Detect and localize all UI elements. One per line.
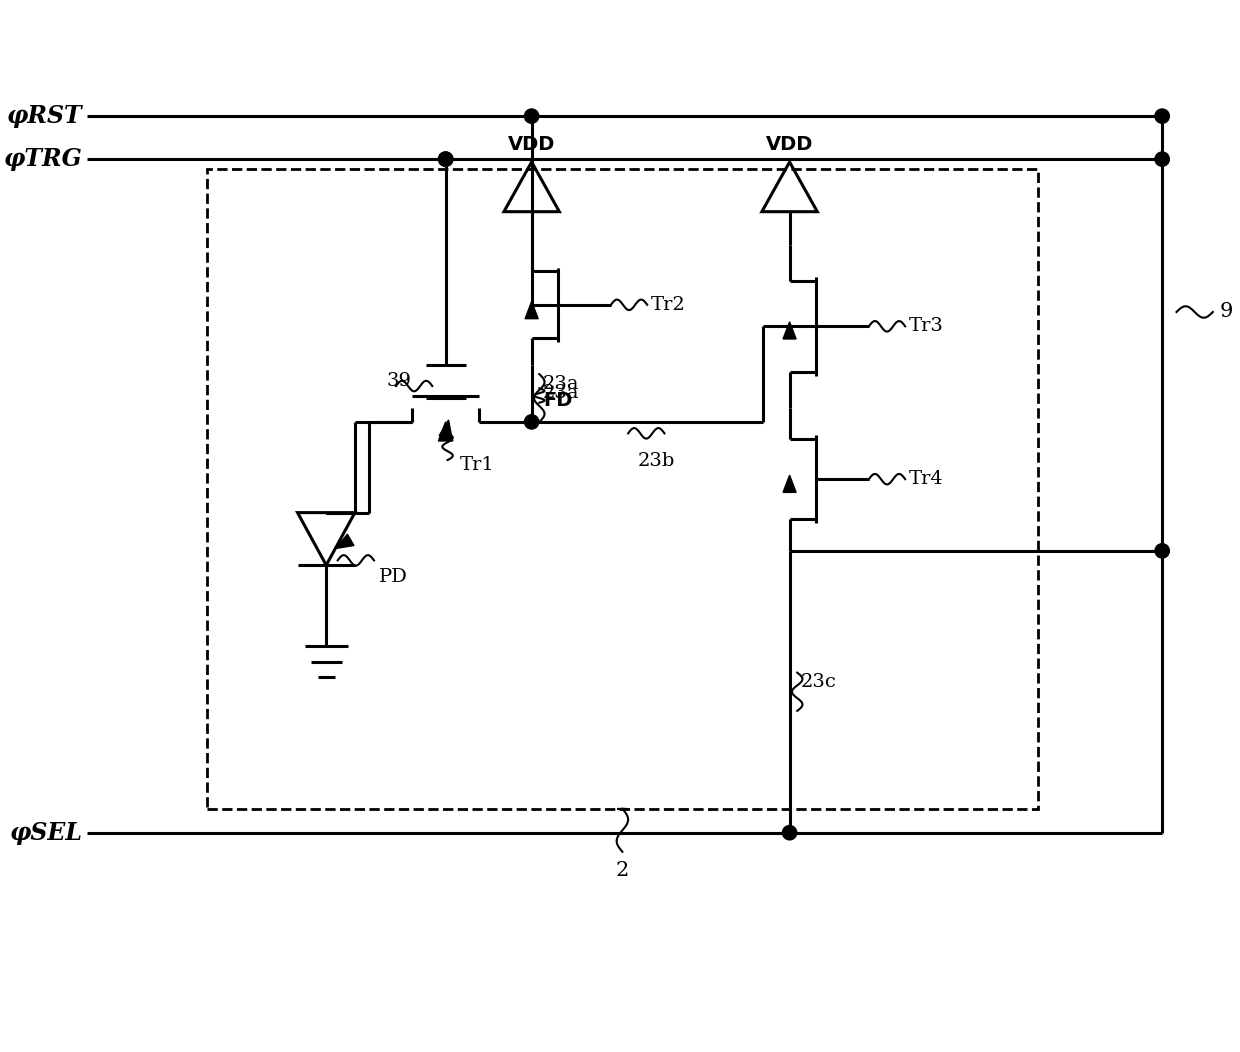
Text: Tr4: Tr4	[909, 470, 944, 488]
Text: 23a: 23a	[543, 384, 579, 402]
Text: 23a: 23a	[543, 375, 579, 392]
Text: φRST: φRST	[7, 104, 83, 128]
Polygon shape	[525, 302, 538, 319]
Circle shape	[1154, 109, 1169, 123]
Text: VDD: VDD	[508, 136, 556, 155]
Text: PD: PD	[378, 568, 408, 586]
Text: 23b: 23b	[637, 452, 675, 470]
Text: 39: 39	[387, 372, 412, 390]
Polygon shape	[439, 420, 451, 438]
Text: Tr1: Tr1	[460, 456, 495, 473]
Text: 23c: 23c	[801, 673, 837, 691]
Circle shape	[525, 109, 539, 123]
Text: 9: 9	[1219, 303, 1233, 322]
Circle shape	[1154, 151, 1169, 166]
Circle shape	[439, 151, 453, 166]
Text: φTRG: φTRG	[4, 147, 83, 171]
Circle shape	[439, 151, 453, 166]
Polygon shape	[782, 322, 796, 339]
Text: FD: FD	[543, 391, 573, 410]
Text: VDD: VDD	[766, 136, 813, 155]
Text: φSEL: φSEL	[10, 821, 83, 845]
Text: Tr3: Tr3	[909, 318, 944, 336]
Circle shape	[1154, 544, 1169, 558]
Circle shape	[525, 414, 539, 429]
Circle shape	[782, 826, 797, 839]
Text: Tr2: Tr2	[651, 296, 686, 313]
Bar	[207, 168, 1038, 809]
Polygon shape	[336, 534, 353, 548]
Polygon shape	[439, 422, 453, 441]
Text: 2: 2	[616, 862, 629, 881]
Polygon shape	[782, 476, 796, 492]
